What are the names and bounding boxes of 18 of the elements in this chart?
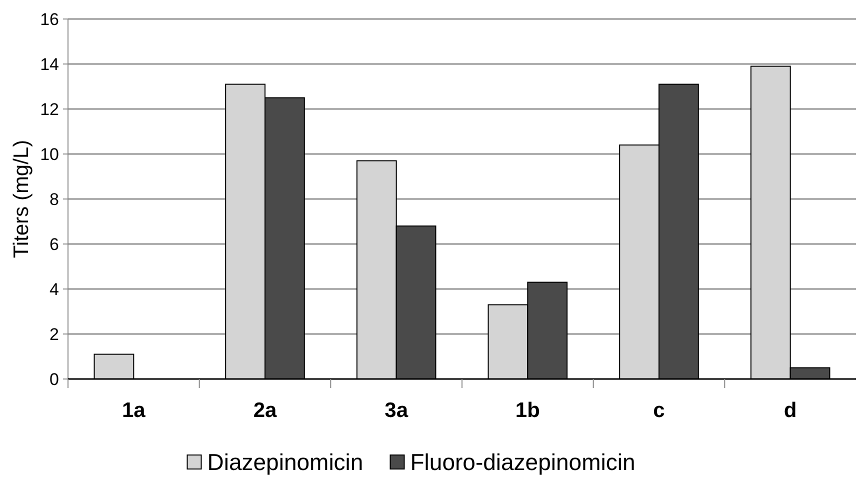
x-tick-label: c [653, 399, 666, 422]
y-tick-label: 16 [40, 10, 59, 29]
y-tick-label: 0 [50, 370, 59, 389]
y-tick-label: 12 [40, 100, 59, 119]
legend-label: Diazepinomicin [207, 449, 364, 476]
y-axis-title: Titers (mg/L) [10, 140, 33, 258]
legend-label: Fluoro-diazepinomicin [410, 449, 636, 476]
y-tick-label: 6 [50, 234, 59, 254]
y-tick-label: 10 [40, 144, 59, 164]
x-tick-label: 1b [515, 399, 540, 422]
x-tick-label: 1a [122, 399, 146, 422]
x-tick-label: 2a [253, 399, 277, 422]
y-tick-label: 14 [40, 54, 59, 74]
y-tick-label: 8 [50, 190, 59, 209]
y-tick-label: 2 [50, 324, 59, 344]
x-tick-label: d [784, 399, 797, 422]
x-tick-label: 3a [384, 399, 408, 422]
y-tick-label: 4 [50, 280, 59, 299]
